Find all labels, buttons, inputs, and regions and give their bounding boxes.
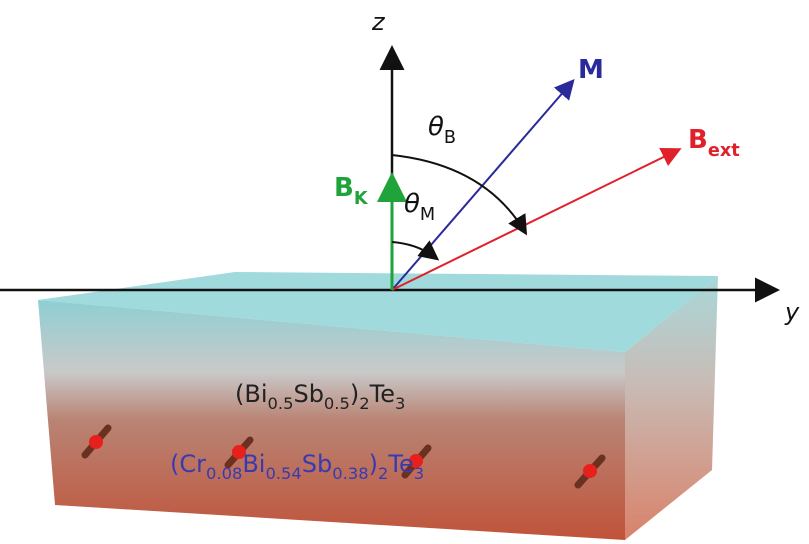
formula-subscript: 2 (359, 394, 369, 413)
formula-text: Bi (242, 450, 265, 478)
m-label: M (578, 55, 604, 85)
formula-subscript: K (354, 189, 369, 209)
formula-subscript: 0.54 (265, 464, 301, 483)
formula-subscript: ext (708, 141, 740, 161)
formula-text: ) (369, 450, 378, 478)
formula-text: Te (387, 450, 413, 478)
y-label: y (784, 298, 800, 326)
formula-subscript: B (444, 128, 456, 148)
formula-subscript: M (420, 205, 435, 225)
formula-subscript: 3 (414, 464, 424, 483)
formula-text: ) (350, 380, 359, 408)
formula-text: Sb (302, 450, 332, 478)
formula-subscript: 0.5 (268, 394, 294, 413)
formula-text: M (578, 55, 604, 85)
bk-label: BK (334, 173, 369, 209)
formula-subscript: 3 (395, 394, 405, 413)
formula-text: θ (404, 189, 420, 219)
z-label: z (371, 8, 386, 36)
formula-subscript: 0.5 (324, 394, 350, 413)
formula-subscript: 0.08 (206, 464, 242, 483)
formula-subscript: 2 (378, 464, 388, 483)
diagram: z y M Bext BK θB θM (Bi0.5Sb0.5)2Te3 (Cr… (0, 0, 809, 544)
formula-text: (Cr (170, 450, 206, 478)
formula-subscript: 0.38 (332, 464, 368, 483)
formula-text: Sb (293, 380, 323, 408)
bext-label: Bext (688, 125, 740, 161)
theta-b-label: θB (428, 112, 456, 148)
formula-text: (Bi (235, 380, 268, 408)
formula-text: B (334, 173, 354, 203)
formula-text: Te (369, 380, 395, 408)
formula-text: B (688, 125, 708, 155)
theta-m-label: θM (404, 189, 435, 225)
formula-text: θ (428, 112, 444, 142)
theta-m-arc (392, 242, 436, 258)
